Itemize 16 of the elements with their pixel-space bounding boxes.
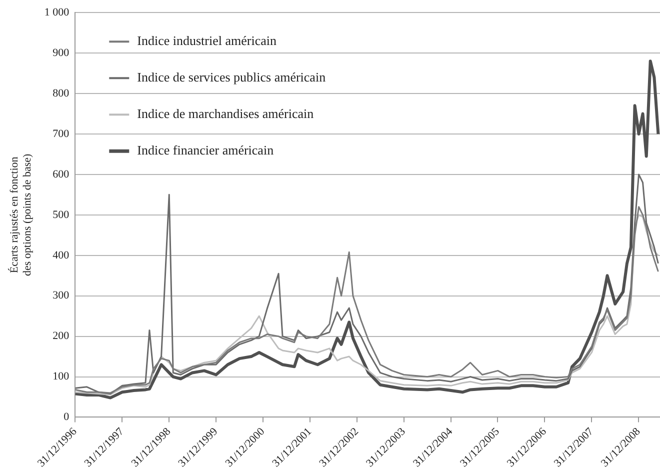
- y-tick-label: 400: [52, 249, 70, 262]
- legend-label: Indice de marchandises américain: [137, 106, 314, 122]
- y-tick-label: 500: [52, 208, 70, 221]
- y-tick-label: 900: [52, 46, 70, 59]
- y-tick-label: 0: [64, 411, 70, 424]
- y-tick-label: 700: [52, 128, 70, 140]
- legend-label: Indice de services publics américain: [137, 70, 326, 85]
- y-tick-label: 600: [52, 168, 70, 180]
- legend-label: Indice financier américain: [137, 142, 274, 158]
- y-tick-label: 100: [52, 370, 70, 383]
- y-axis-title: Écarts rajustés en fonction des options (points de base): [7, 153, 34, 276]
- y-tick-label: 200: [52, 330, 70, 342]
- y-tick-label: 1 000: [44, 6, 70, 18]
- y-tick-label: 800: [52, 87, 70, 100]
- legend-label: Indice industriel américain: [137, 33, 277, 48]
- y-tick-label: 300: [52, 290, 70, 302]
